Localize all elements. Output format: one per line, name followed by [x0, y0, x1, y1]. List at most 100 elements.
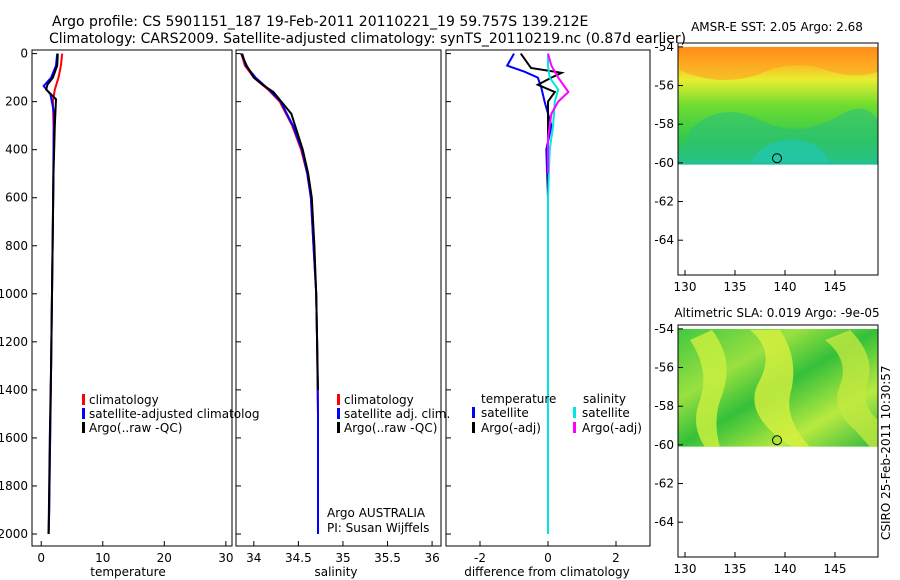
- x-tick-label: 10: [95, 551, 110, 565]
- x-tick-label: 35.5: [374, 551, 401, 565]
- x-tick-label: 36: [424, 551, 439, 565]
- legend-label-climatology: climatology: [89, 393, 159, 407]
- difference-chart: -2 0 2 difference from climatology tempera…: [445, 49, 651, 579]
- legend-swatch-satellite: [337, 408, 340, 419]
- x-tick-label: 30: [218, 551, 233, 565]
- legend-swatch-climatology: [337, 394, 340, 405]
- x-tick-label: 140: [774, 280, 797, 294]
- x-tick-label: 135: [724, 562, 747, 576]
- sla-heatmap-field: [678, 328, 878, 447]
- argo-location-marker: [772, 435, 782, 446]
- x-tick-label: 34: [246, 551, 261, 565]
- y-tick-label: -56: [654, 79, 674, 93]
- legend-swatch-argo: [82, 422, 85, 433]
- legend-label-argo: Argo(..raw -QC): [89, 421, 182, 435]
- legend-label-climatology: climatology: [344, 393, 414, 407]
- sst-cyan-patch: [750, 139, 830, 162]
- x-tick-label: 0: [37, 551, 45, 565]
- sst-map-frame: [677, 42, 879, 276]
- y-tick-label: -58: [654, 399, 674, 413]
- y-tick-label: -62: [654, 195, 674, 209]
- x-tick-label: 0: [544, 551, 552, 565]
- series-line-temperature-satellite: [505, 53, 553, 534]
- y-tick-label: -64: [654, 515, 674, 529]
- sla-yellow-band-2: [750, 330, 810, 447]
- y-tick-label: 0: [20, 47, 28, 61]
- sst-cool-patch: [680, 108, 878, 162]
- legend-swatch-sal-satellite: [573, 407, 576, 418]
- legend-heading-temperature: temperature: [481, 392, 556, 406]
- legend-swatch-temp-argo: [472, 422, 475, 433]
- x-tick-label: 145: [824, 562, 847, 576]
- argo-location-marker: [772, 153, 782, 164]
- sla-map-frame: [677, 324, 879, 558]
- sst-map: AMSR-E SST: 2.05 Argo: 2.68 130 135 140 145…: [654, 20, 879, 294]
- y-tick-label: 1600: [0, 431, 28, 445]
- salinity-plot-frame: [235, 49, 442, 547]
- figure-title-line2: Climatology: CARS2009. Satellite-adjuste…: [49, 31, 686, 47]
- credit-timestamp: CSIRO 25-Feb-2011 10:30:57: [879, 365, 893, 540]
- x-tick-label: 130: [674, 562, 697, 576]
- temperature-legend: climatology satellite-adjusted climatolo…: [82, 393, 259, 435]
- series-line-satellite-adj-clim: [241, 53, 319, 534]
- x-tick-label: 2: [612, 551, 620, 565]
- annotation-pi-name: PI: Susan Wijffels: [327, 521, 429, 535]
- legend-swatch-argo: [337, 422, 340, 433]
- legend-label-temp-satellite: satellite: [481, 406, 529, 420]
- sst-map-title: AMSR-E SST: 2.05 Argo: 2.68: [691, 20, 863, 34]
- y-tick-label: -56: [654, 361, 674, 375]
- sla-yellow-band-1: [690, 330, 727, 447]
- sla-map-title: Altimetric SLA: 0.019 Argo: -9e-05: [674, 306, 879, 320]
- x-tick-label: 35: [335, 551, 350, 565]
- y-tick-label: 600: [5, 191, 28, 205]
- legend-swatch-climatology: [82, 394, 85, 405]
- difference-xlabel: difference from climatology: [464, 565, 630, 579]
- series-line-climatology: [240, 53, 319, 534]
- y-tick-label: 1800: [0, 479, 28, 493]
- x-tick-label: 20: [157, 551, 172, 565]
- legend-label-satellite: satellite-adjusted climatolog: [89, 407, 259, 421]
- y-tick-label: 400: [5, 143, 28, 157]
- y-tick-label: 1000: [0, 287, 28, 301]
- y-tick-label: -58: [654, 117, 674, 131]
- legend-swatch-sal-argo: [573, 422, 576, 433]
- y-tick-label: -54: [654, 322, 674, 336]
- temperature-chart: 0 10 20 30 0 200 400 600 800 1000 1200 1400 1600 1800…: [0, 47, 259, 579]
- y-tick-label: 2000: [0, 527, 28, 541]
- series-line-salinity-satellite: [547, 53, 560, 534]
- legend-heading-salinity: salinity: [583, 392, 626, 406]
- series-line-argo-raw-qc: [240, 53, 319, 390]
- legend-label-temp-argo: Argo(-adj): [481, 421, 541, 435]
- temperature-xlabel: temperature: [90, 565, 165, 579]
- y-tick-label: 200: [5, 95, 28, 109]
- x-tick-label: 140: [774, 562, 797, 576]
- series-line-salinity-argo-adj: [547, 53, 570, 174]
- legend-label-sal-satellite: satellite: [582, 406, 630, 420]
- legend-label-argo: Argo(..raw -QC): [344, 421, 437, 435]
- x-tick-label: 135: [724, 280, 747, 294]
- y-tick-label: -62: [654, 477, 674, 491]
- x-tick-label: -2: [474, 551, 486, 565]
- salinity-legend: climatology satellite adj. clim. Argo(..…: [337, 393, 450, 435]
- sst-heatmap-field: [678, 46, 878, 165]
- figure-title-line1: Argo profile: CS 5901151_187 19-Feb-2011…: [52, 14, 588, 30]
- temperature-plot-frame: [31, 49, 233, 547]
- x-tick-label: 130: [674, 280, 697, 294]
- y-tick-label: -54: [654, 40, 674, 54]
- annotation-argo-australia: Argo AUSTRALIA: [327, 506, 426, 520]
- x-tick-label: 145: [824, 280, 847, 294]
- salinity-xlabel: salinity: [314, 565, 357, 579]
- sst-warm-patch: [680, 46, 878, 81]
- series-line-argo-raw-qc: [45, 53, 59, 535]
- legend-label-sal-argo: Argo(-adj): [582, 421, 642, 435]
- y-tick-label: 800: [5, 239, 28, 253]
- y-tick-label: -64: [654, 233, 674, 247]
- y-tick-label: -60: [654, 438, 674, 452]
- y-tick-label: 1200: [0, 335, 28, 349]
- legend-label-satellite: satellite adj. clim.: [344, 407, 450, 421]
- legend-swatch-temp-satellite: [472, 407, 475, 418]
- difference-legend: temperature satellite Argo(-adj) salinit…: [472, 392, 642, 435]
- legend-swatch-satellite: [82, 408, 85, 419]
- y-tick-label: 1400: [0, 383, 28, 397]
